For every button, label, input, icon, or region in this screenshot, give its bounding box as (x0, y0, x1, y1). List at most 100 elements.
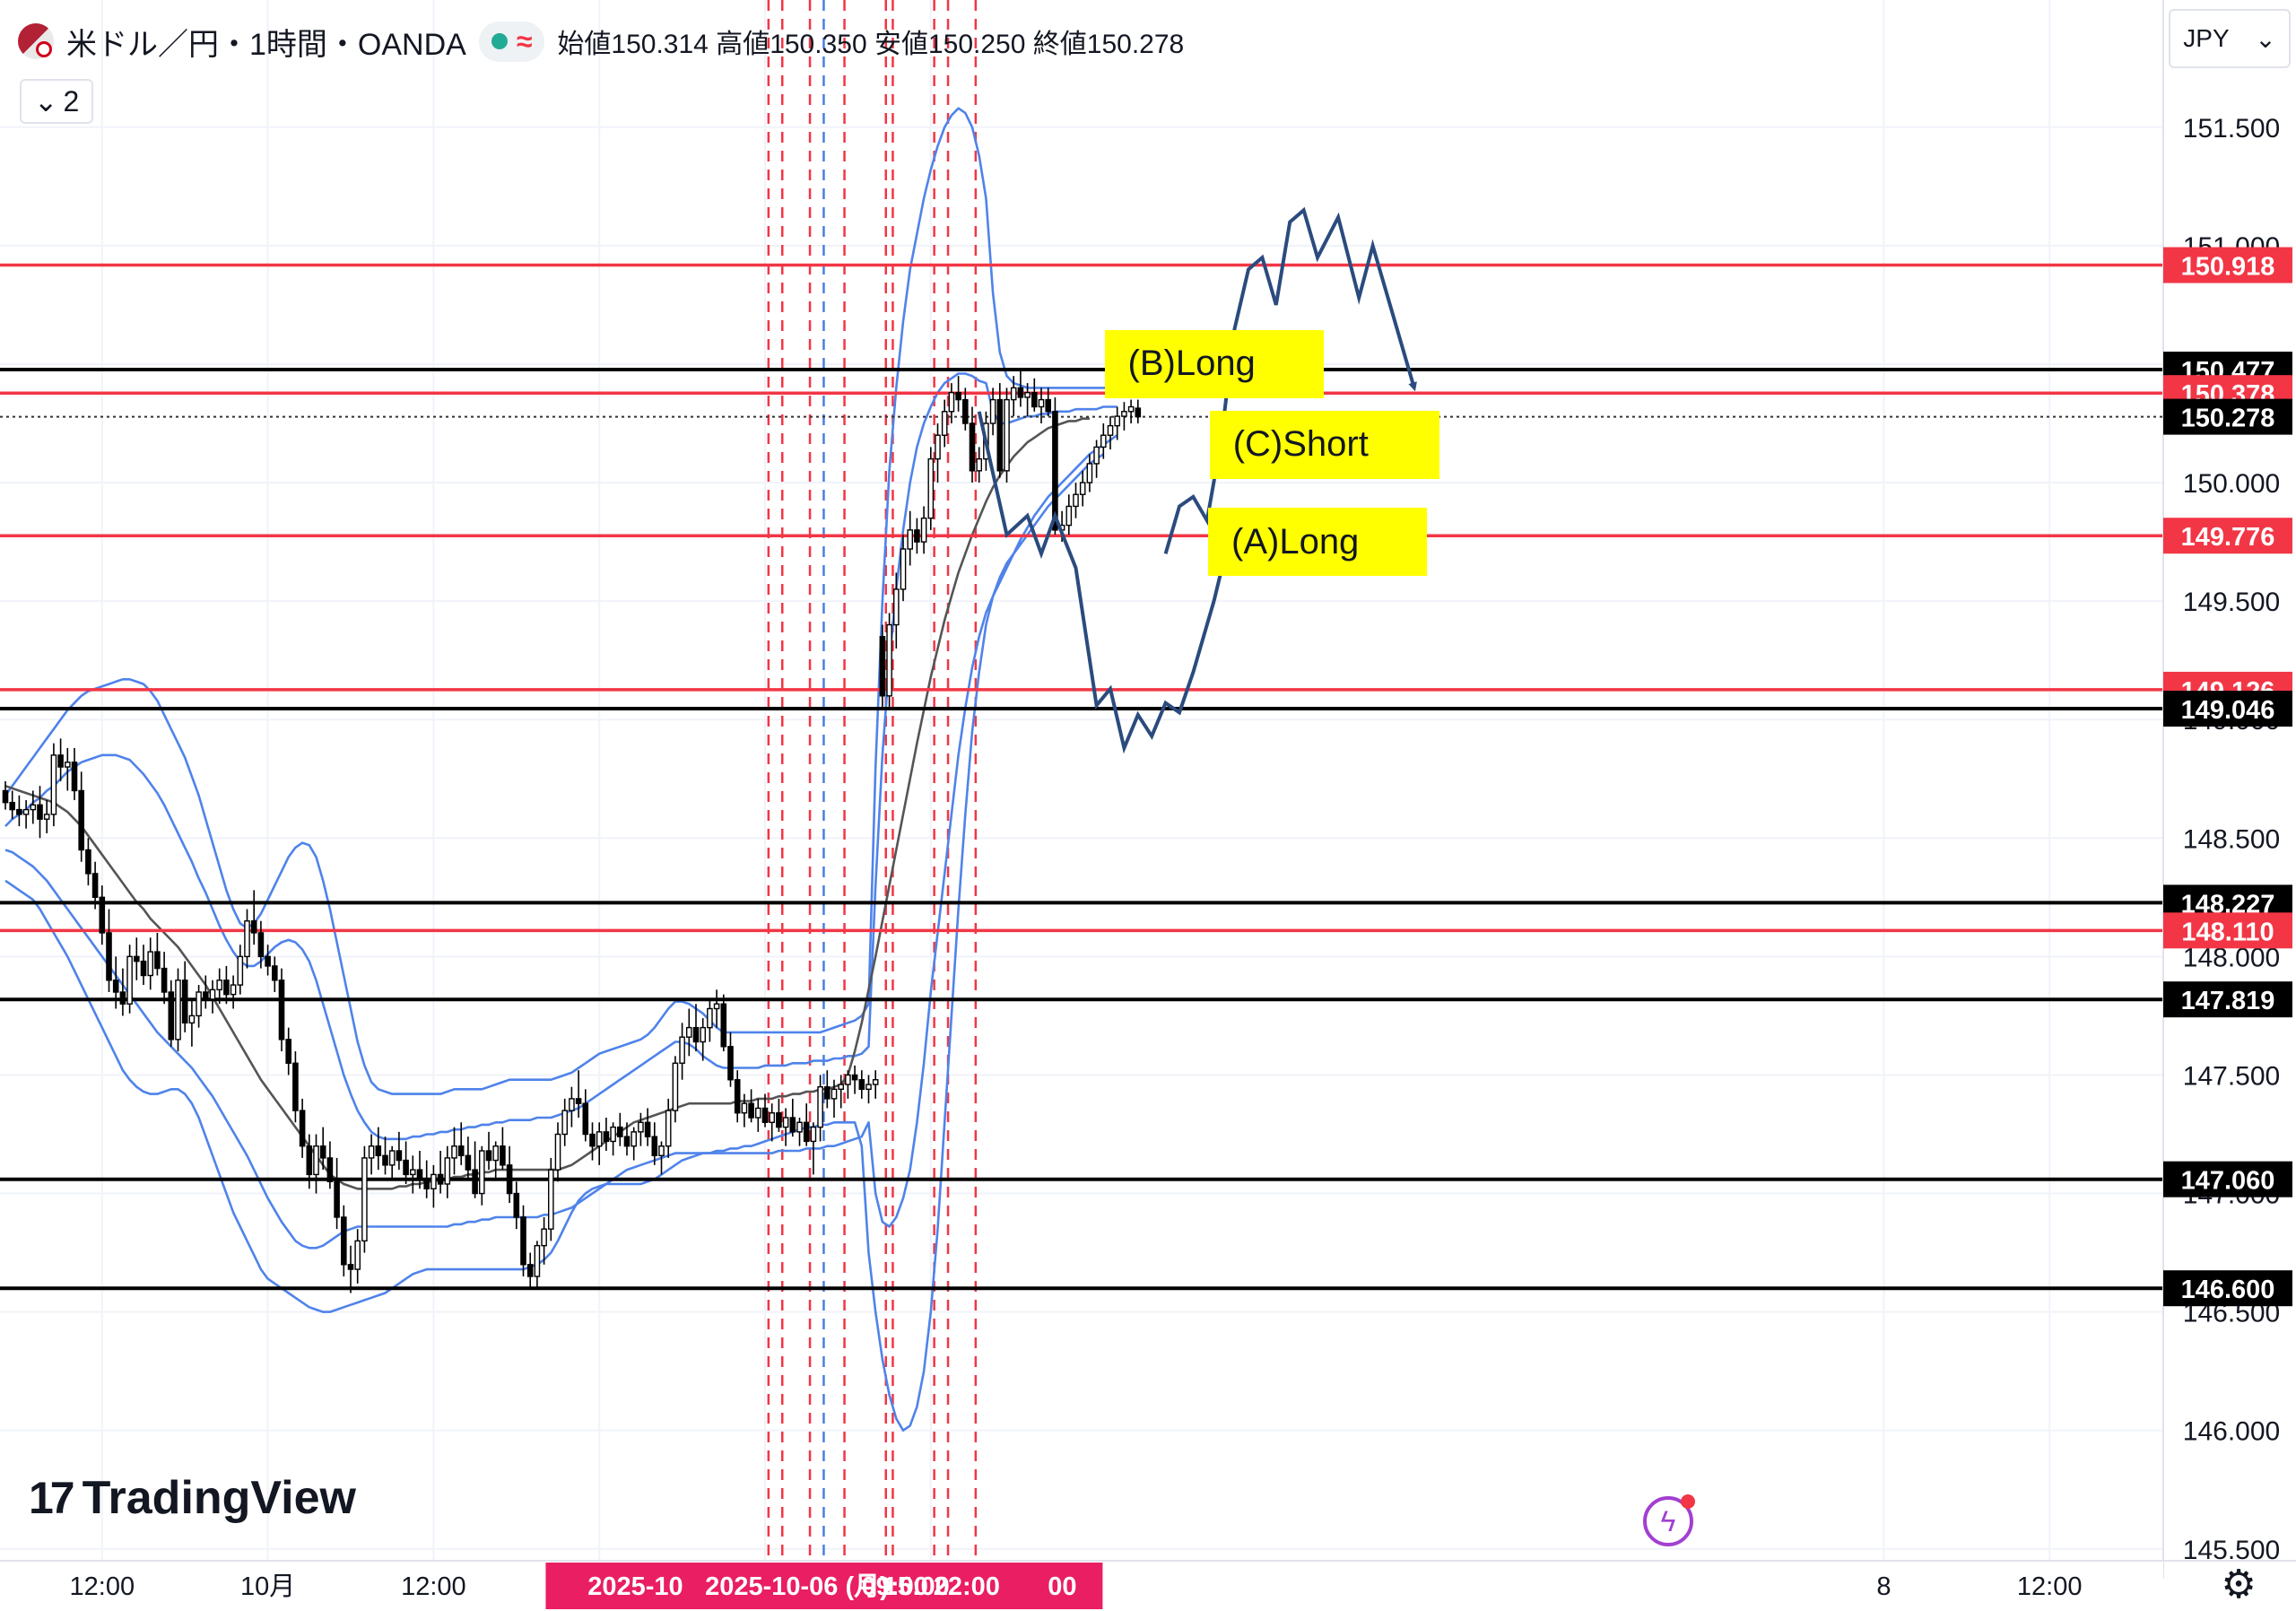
price-axis[interactable]: 145.500146.000146.500147.000147.500148.0… (2162, 0, 2296, 1611)
scenario-callout[interactable]: (B)Long (1104, 329, 1324, 398)
candle-body-down (734, 1079, 741, 1114)
candle-body-down (140, 960, 147, 977)
candle (989, 388, 996, 436)
candle-body-down (299, 1110, 306, 1147)
candle-body-down (603, 1131, 610, 1143)
tradingview-logo[interactable]: 17 TradingView (29, 1471, 356, 1525)
candle (161, 952, 168, 1005)
candle-body-up (631, 1131, 637, 1147)
candle (485, 1131, 492, 1171)
candle (382, 1136, 388, 1175)
price-level-badge (2163, 691, 2292, 727)
candle (575, 1070, 582, 1119)
candle-body-up (196, 991, 202, 1017)
candle-body-down (91, 873, 99, 899)
price-level-badge-label: 150.918 (2181, 253, 2275, 282)
candle-body-down (292, 1062, 299, 1111)
candle (347, 1245, 354, 1293)
candle-body-down (272, 965, 278, 981)
currency-selector[interactable]: JPY ⌄ (2169, 9, 2291, 68)
candle (361, 1145, 368, 1253)
price-tick-label: 151.500 (2183, 114, 2280, 144)
candle-body-down (748, 1102, 754, 1119)
price-level-badge (2163, 981, 2292, 1018)
candle-body-down (306, 1145, 313, 1176)
candle-body-up (1065, 505, 1073, 527)
candle-body-up (907, 529, 913, 550)
candle (548, 1157, 554, 1241)
candle-body-up (410, 1169, 416, 1176)
candle (230, 975, 237, 1009)
candle (748, 1089, 754, 1123)
scenario-callout[interactable]: (A)Long (1208, 508, 1427, 577)
lightning-icon[interactable]: ϟ (1643, 1494, 1695, 1546)
candle (554, 1122, 561, 1182)
candle-body-down (1052, 411, 1058, 531)
candle-body-up (554, 1133, 561, 1171)
candle (700, 1018, 706, 1061)
candle (886, 613, 892, 709)
vertical-markers (767, 0, 978, 1561)
bollinger-lower-2 (4, 453, 1105, 1432)
candle-body-down (9, 801, 16, 811)
candle (858, 1070, 865, 1099)
chevron-down-icon: ⌄ (33, 85, 58, 118)
usd-jpy-flag-icon (18, 23, 54, 59)
candle (561, 1098, 568, 1146)
candle-body-up (672, 1062, 679, 1111)
bollinger-upper-1 (4, 372, 1118, 1141)
candle (872, 1070, 879, 1099)
bollinger-lower-1 (4, 434, 1118, 1250)
candle-body-up (976, 457, 982, 472)
candle (140, 945, 147, 986)
candle-body-up (596, 1131, 603, 1147)
candle (1004, 388, 1010, 483)
candle (665, 1098, 672, 1158)
candle-body-up (1004, 398, 1010, 472)
candle-body-up (989, 398, 996, 424)
indicator-collapse-button[interactable]: ⌄ 2 (20, 79, 93, 124)
candle-body-up (1100, 434, 1107, 448)
candle-body-up (175, 980, 181, 1041)
price-tick-label: 146.000 (2183, 1417, 2280, 1447)
moving-average-line (4, 417, 1090, 1190)
price-level-badge (2163, 1161, 2292, 1197)
candle-body-up (1107, 424, 1114, 436)
candle (672, 1056, 679, 1123)
candle-body-down (202, 991, 209, 1000)
candle-body-down (375, 1145, 382, 1156)
candle-body-down (347, 1264, 354, 1270)
candle-body-up (900, 548, 907, 590)
candle (651, 1122, 658, 1165)
candle-body-down (914, 529, 920, 543)
price-level-badge-label: 146.600 (2181, 1276, 2275, 1304)
candle (1031, 378, 1038, 412)
candle (969, 406, 976, 483)
price-level-badge-label: 147.060 (2181, 1167, 2275, 1196)
candle (707, 998, 713, 1042)
gear-icon[interactable]: ⚙ (2221, 1562, 2257, 1607)
candle (50, 743, 57, 827)
candle-body-up (679, 1036, 685, 1064)
symbol-header: 米ドル／円・1時間・OANDA ≈ 始値150.314 高値150.350 安値… (18, 16, 1184, 66)
symbol-title[interactable]: 米ドル／円・1時間・OANDA (66, 27, 466, 62)
price-level-badge (2163, 518, 2292, 554)
candle-body-down (955, 391, 961, 401)
candle (1045, 388, 1051, 417)
scenario-path (977, 411, 1231, 754)
price-level-badge-label: 149.046 (2181, 696, 2275, 725)
time-axis[interactable]: 12:0010月12:00212:003812:002025-102025-10… (0, 1560, 2296, 1611)
time-selection-label: 2025-10 (587, 1572, 683, 1601)
candle (403, 1141, 409, 1184)
status-pill[interactable]: ≈ (478, 21, 545, 62)
candle-body-down (457, 1145, 465, 1156)
candle-body-down (472, 1169, 478, 1195)
candle-body-down (879, 636, 886, 697)
scenario-callout[interactable]: (C)Short (1209, 410, 1439, 479)
candle (388, 1145, 396, 1180)
candle (927, 447, 935, 530)
candle (457, 1122, 465, 1165)
candle (534, 1241, 541, 1289)
chart-grid (0, 0, 2163, 1561)
